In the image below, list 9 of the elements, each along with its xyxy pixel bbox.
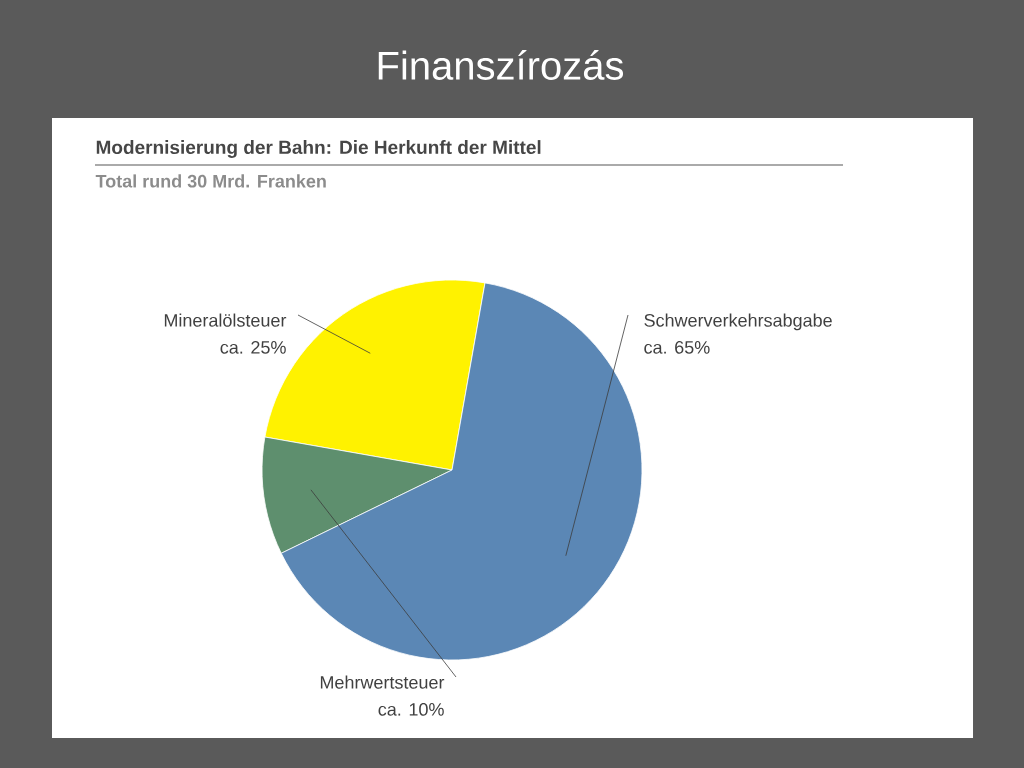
slice-label: Schwerverkehrsabgabe bbox=[644, 313, 832, 331]
slice-label: Mineralölsteuer bbox=[164, 313, 287, 327]
data-label: ca. 65% bbox=[644, 340, 710, 354]
data-label: ca. 25% bbox=[220, 340, 286, 354]
chart-title: Modernisierung der Bahn: Die Herkunft der Mittel bbox=[96, 140, 541, 158]
text: Finanszírozás bbox=[378, 50, 624, 80]
chart-subtitle: Total rund 30 Mrd. Franken bbox=[95, 174, 326, 188]
data-label: ca. 10% bbox=[378, 703, 444, 716]
slice-label: Mehrwertsteuer bbox=[320, 675, 445, 689]
